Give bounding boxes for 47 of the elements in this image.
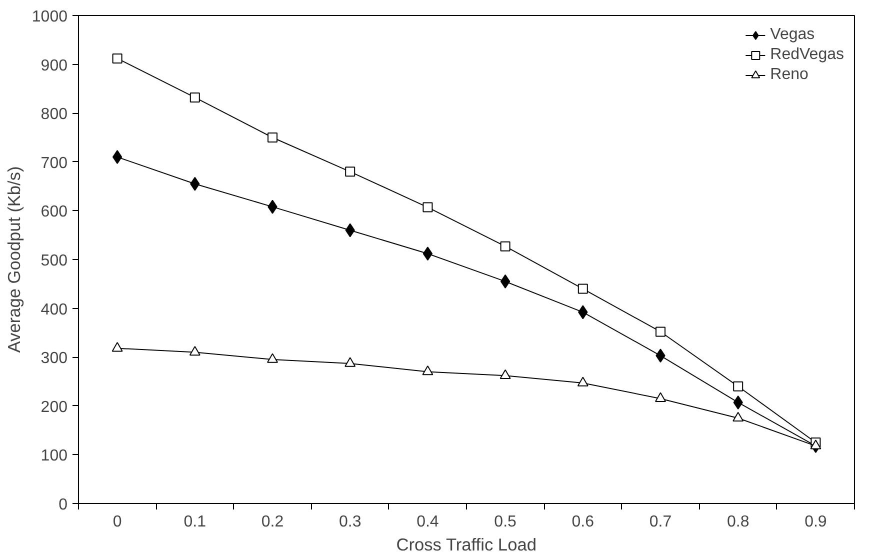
- point: [112, 342, 123, 352]
- point: [422, 246, 433, 261]
- point: [112, 53, 122, 64]
- y-tick-label: 300: [40, 350, 68, 368]
- x-tick-label: 0.8: [726, 514, 750, 530]
- point: [189, 346, 200, 356]
- legend-label: Vegas: [770, 26, 815, 44]
- point: [345, 166, 356, 177]
- y-tick-label: 0: [58, 496, 68, 514]
- point: [190, 92, 200, 102]
- y-tick-label: 100: [40, 448, 68, 465]
- y-tick-label: 1000: [32, 8, 68, 26]
- x-tick-label: 0.5: [494, 514, 517, 530]
- x-tick-label: 0.9: [804, 514, 827, 530]
- x-tick-label: 0.2: [261, 514, 284, 530]
- point: [655, 392, 666, 402]
- y-tick-label: 600: [40, 204, 68, 221]
- y-tick-label: 900: [40, 57, 68, 74]
- y-tick-label: 800: [40, 106, 68, 124]
- y-tick-label: 700: [40, 154, 68, 172]
- x-tick-label: 0.1: [184, 514, 206, 530]
- point: [112, 150, 122, 164]
- point: [268, 132, 278, 142]
- point: [656, 326, 666, 337]
- point: [267, 353, 278, 363]
- y-axis-title: Average Goodput (Kb/s): [4, 166, 24, 353]
- x-tick-label: 0.3: [338, 514, 362, 530]
- x-tick-label: 0.6: [572, 514, 594, 530]
- point: [344, 357, 356, 367]
- point: [578, 284, 588, 294]
- y-tick-label: 500: [40, 252, 68, 270]
- x-tick-label: 0: [112, 514, 122, 530]
- point: [577, 376, 588, 386]
- y-tick-label: 400: [40, 301, 68, 318]
- legend-label: Reno: [770, 66, 808, 84]
- y-tick-label: 200: [40, 398, 68, 416]
- legend-label: RedVegas: [770, 46, 844, 64]
- point: [500, 369, 511, 380]
- point: [500, 241, 510, 252]
- x-tick-label: 0.7: [649, 514, 672, 530]
- x-tick-label: 0.4: [416, 514, 439, 530]
- point: [500, 274, 510, 288]
- point: [422, 202, 433, 212]
- point: [732, 412, 744, 422]
- x-axis-title: Cross Traffic Load: [396, 534, 536, 554]
- point: [733, 381, 744, 392]
- point: [422, 365, 434, 376]
